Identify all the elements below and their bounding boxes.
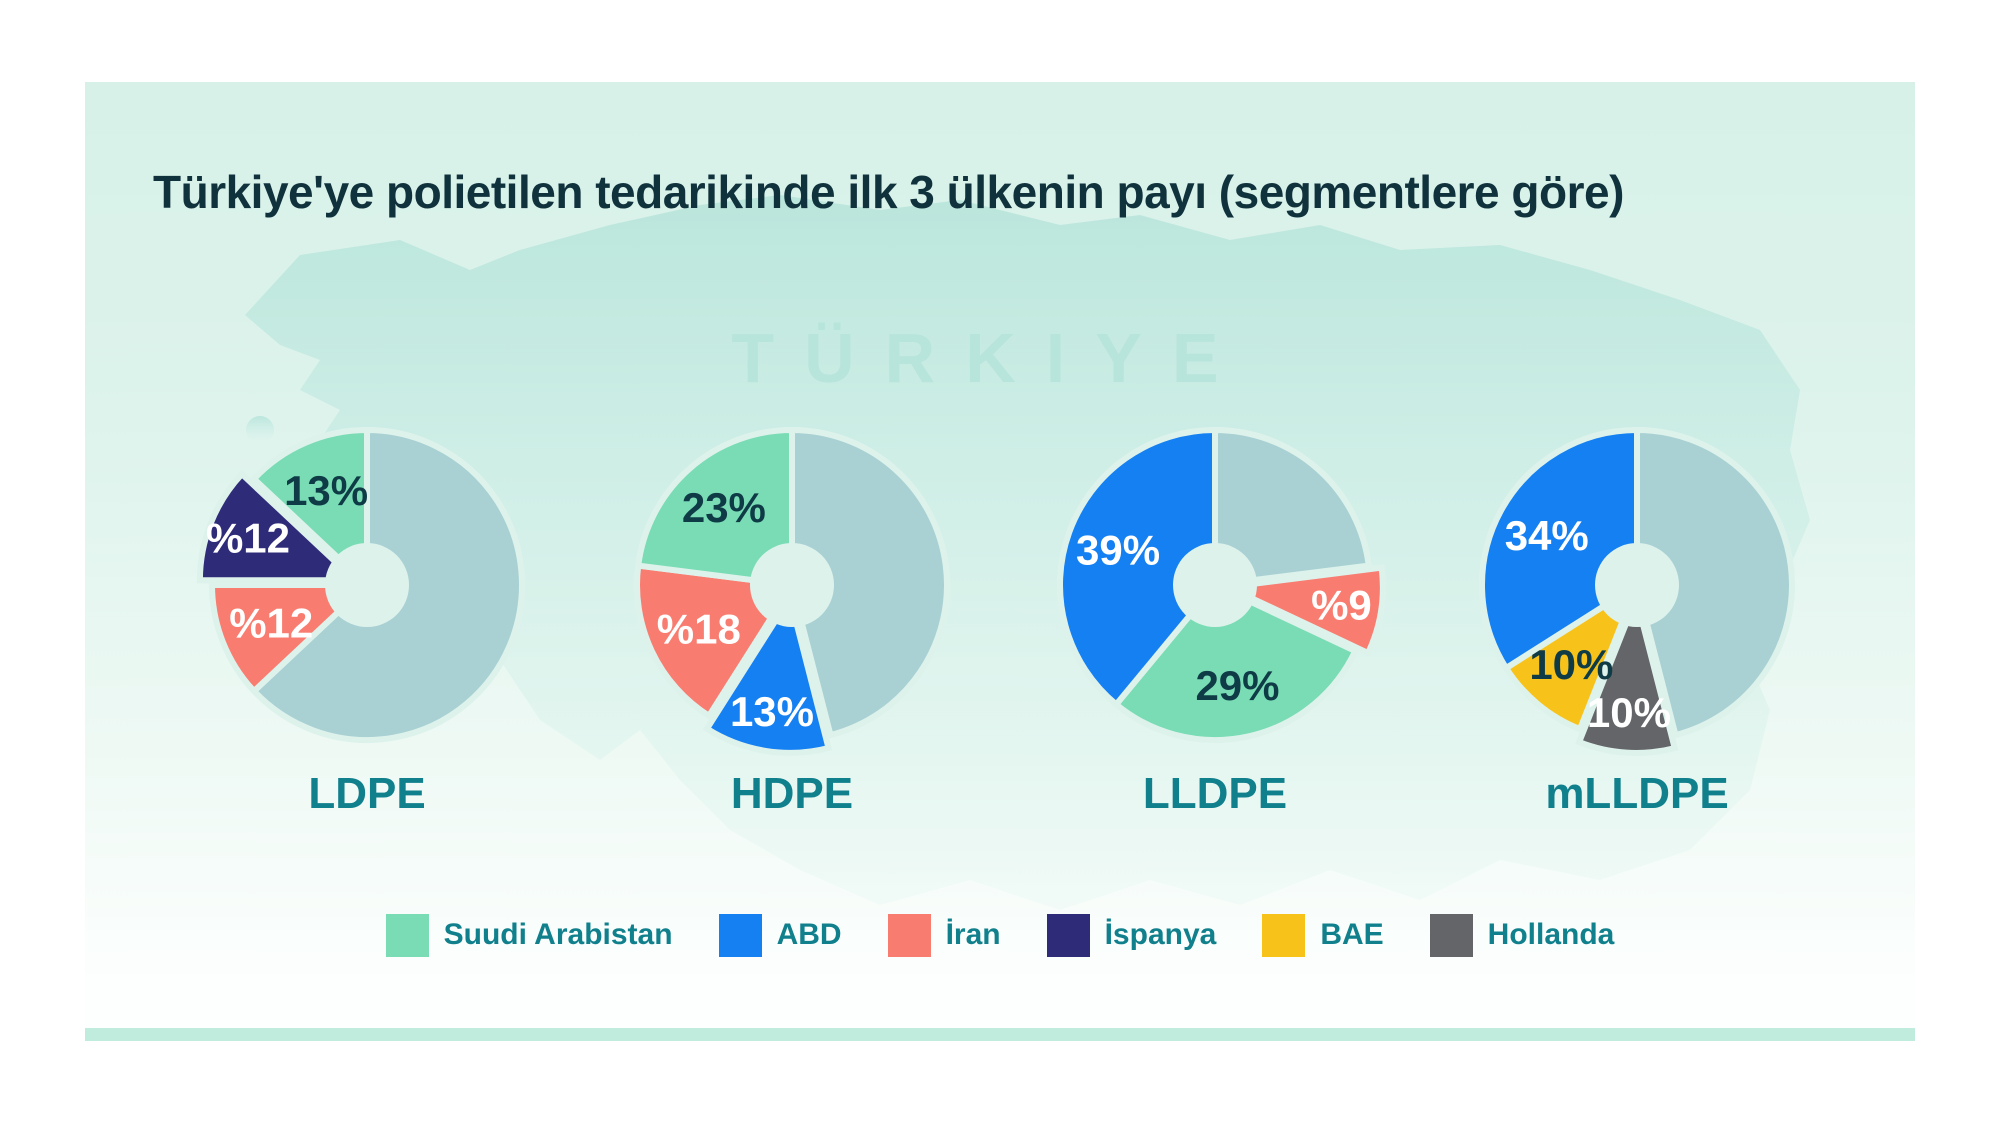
slice-suudi-arabistan [249,426,370,592]
donut-hole [325,543,409,627]
legend-label: İran [945,918,1001,951]
turkey-map-silhouette: TÜRKIYE [221,195,1810,910]
slice-label: 13% [730,688,814,735]
legend-swatch [887,913,931,957]
donut-mlldpe: 10%10% 34% [1479,426,1795,756]
legend-swatch [385,913,429,957]
slice-label: 29% [1195,662,1279,709]
donut-hdpe: 13% %18 23% [634,426,950,756]
legend-item-iran: İran [887,913,1001,957]
page-title: Türkiye'ye polietilen tedarikinde ilk 3 … [153,165,1624,218]
chart-title-lldpe: LLDPE [1142,769,1288,818]
slice-other [1212,426,1373,589]
slice-i̇ran [634,562,798,721]
legend-item-hollanda: Hollanda [1429,913,1615,957]
slice-other [1634,426,1795,739]
slice-suudi-arabistan [1111,581,1360,743]
slice-abd [1479,426,1640,673]
chart-title-mlldpe: mLLDPE [1545,769,1729,818]
infographic-card: TÜRKIYE Türkiye'ye polietilen tedarikind… [85,82,1915,1028]
legend-item-bae: BAE [1262,913,1384,957]
legend: Suudi Arabistan ABD İran İspanya BAE Hol… [85,913,1915,957]
slice-label: %18 [657,605,741,652]
legend-swatch [1262,913,1306,957]
slice-label: 10% [1529,641,1613,688]
slice-label: 39% [1076,527,1160,574]
legend-item-suudi-arabistan: Suudi Arabistan [385,913,673,957]
slice-other [789,426,950,739]
slice-label: 13% [284,467,368,514]
slice-abd [1057,426,1218,709]
donut-lldpe: %9 29% 39% [1057,426,1386,743]
legend-label: Hollanda [1487,918,1615,951]
legend-label: BAE [1320,918,1384,951]
slice-label: %12 [206,514,290,561]
legend-swatch [1429,913,1473,957]
slice-hollanda [1575,588,1679,756]
slice-bae [1501,577,1644,734]
slice-suudi-arabistan [634,426,795,589]
legend-item-abd: ABD [718,913,842,957]
slice-i̇spanya [196,469,363,584]
slice-label: %9 [1311,582,1372,629]
legend-item-ispanya: İspanya [1046,913,1217,957]
donut-chart-hdpe: 13% %18 23% HDPE [622,415,962,819]
legend-swatch [718,913,762,957]
legend-label: ABD [776,918,842,951]
map-watermark: TÜRKIYE [731,319,1248,397]
slice-label: %12 [229,599,313,646]
chart-title-hdpe: HDPE [730,769,854,818]
slice-i̇ran [1217,564,1386,658]
island [246,416,274,444]
donut-hole [1173,543,1257,627]
slice-label: 34% [1505,512,1589,559]
donut-chart-lldpe: %9 29% 39% LLDPE [1045,415,1386,819]
legend-label: Suudi Arabistan [443,918,673,951]
turkey-map-shape [245,195,1810,910]
donut-hole [1595,543,1679,627]
donut-chart-ldpe: %12 %12 13% LDPE [196,415,537,819]
slice-abd [702,590,833,756]
donut-chart-mlldpe: 10% 10% 34% mLLDPE [1467,415,1807,819]
chart-title-ldpe: LDPE [308,769,426,818]
slice-label: 23% [682,484,766,531]
bottom-accent-bar [85,1028,1915,1041]
legend-swatch [1046,913,1090,957]
slice-label: 10% [1587,689,1671,736]
slice-i̇ran [208,582,375,696]
donut-hole [750,543,834,627]
legend-label: İspanya [1104,918,1217,951]
